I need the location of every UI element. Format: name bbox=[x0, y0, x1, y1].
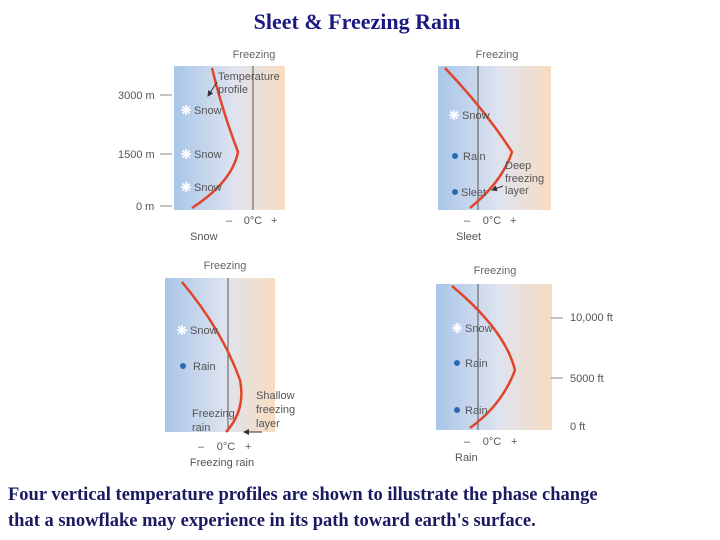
raindrop-icon bbox=[452, 189, 458, 195]
panel-background bbox=[436, 284, 552, 430]
snowflake-icon bbox=[448, 109, 460, 121]
arrow bbox=[207, 81, 218, 97]
freezing-label: Freezing bbox=[204, 260, 247, 272]
snowflake-icon bbox=[451, 322, 463, 334]
annotation: Temperature bbox=[218, 71, 280, 83]
axis-sign: – bbox=[464, 436, 471, 448]
precip-label: Freezing bbox=[192, 408, 235, 420]
axis-sign: – bbox=[226, 215, 233, 227]
altitude-label: 0 ft bbox=[570, 421, 585, 433]
altitude-label: 5000 ft bbox=[570, 373, 604, 385]
freezing-label: Freezing bbox=[474, 265, 517, 277]
arrow bbox=[491, 185, 504, 192]
axis-zero: 0°C bbox=[217, 441, 236, 453]
snowflake-icon bbox=[180, 104, 192, 116]
temperature-profile bbox=[181, 281, 243, 433]
caption: Four vertical temperature profiles are s… bbox=[8, 485, 598, 505]
snowflake-icon bbox=[180, 148, 192, 160]
snowflake-icon bbox=[176, 324, 188, 336]
altitude-label: 1500 m bbox=[118, 149, 155, 161]
panel-name: Freezing rain bbox=[190, 457, 254, 469]
panel-background bbox=[165, 278, 275, 432]
precip-label: Rain bbox=[465, 405, 488, 417]
raindrop-icon bbox=[180, 363, 186, 369]
axis-sign: + bbox=[245, 441, 251, 453]
panel-name: Snow bbox=[190, 231, 218, 243]
temperature-profile bbox=[444, 67, 514, 209]
precip-label: Snow bbox=[462, 110, 490, 122]
panel-freezing-rain: Freezing Snow Rain Freezing rain Shallow… bbox=[165, 260, 295, 469]
axis-zero: 0°C bbox=[244, 215, 263, 227]
precip-label: Snow bbox=[465, 323, 493, 335]
caption: that a snowflake may experience in its p… bbox=[8, 511, 536, 531]
precip-label: Snow bbox=[194, 105, 222, 117]
annotation: Deep bbox=[505, 160, 531, 172]
panel-snow: Freezing 3000 m 1500 m 0 m Temperature p… bbox=[118, 49, 285, 243]
altitude-label: 0 m bbox=[136, 201, 154, 213]
panel-sleet: Freezing Snow Rain Sleet Deep freezing l… bbox=[438, 49, 551, 243]
axis-sign: + bbox=[511, 436, 517, 448]
annotation: Shallow bbox=[256, 390, 295, 402]
panel-rain: Freezing Snow Rain Rain 10,000 ft 5000 f… bbox=[436, 265, 613, 464]
title: Sleet & Freezing Rain bbox=[254, 9, 461, 34]
axis-sign: + bbox=[271, 215, 277, 227]
freezing-label: Freezing bbox=[233, 49, 276, 61]
precip-label: Sleet bbox=[461, 187, 486, 199]
precip-label: Snow bbox=[194, 182, 222, 194]
altitude-label: 10,000 ft bbox=[570, 312, 613, 324]
altitude-label: 3000 m bbox=[118, 90, 155, 102]
freezing-label: Freezing bbox=[476, 49, 519, 61]
raindrop-icon bbox=[454, 407, 460, 413]
panel-name: Sleet bbox=[456, 231, 481, 243]
axis-zero: 0°C bbox=[483, 215, 502, 227]
axis-sign: – bbox=[198, 441, 205, 453]
annotation: layer bbox=[505, 185, 529, 197]
precip-label: Rain bbox=[463, 151, 486, 163]
axis-zero: 0°C bbox=[483, 436, 502, 448]
axis-sign: + bbox=[510, 215, 516, 227]
precip-label: rain bbox=[192, 422, 210, 434]
precip-label: Rain bbox=[465, 358, 488, 370]
annotation: layer bbox=[256, 418, 280, 430]
annotation: freezing bbox=[256, 404, 295, 416]
precip-label: Rain bbox=[193, 361, 216, 373]
annotation: freezing bbox=[505, 173, 544, 185]
axis-sign: – bbox=[464, 215, 471, 227]
panel-name: Rain bbox=[455, 452, 478, 464]
temperature-profile bbox=[191, 67, 240, 210]
precip-label: Snow bbox=[190, 325, 218, 337]
panel-background bbox=[174, 66, 285, 210]
raindrop-icon bbox=[454, 360, 460, 366]
temperature-profile bbox=[451, 285, 517, 430]
precip-label: Snow bbox=[194, 149, 222, 161]
snowflake-icon bbox=[180, 181, 192, 193]
panel-background bbox=[438, 66, 551, 210]
annotation: profile bbox=[218, 84, 248, 96]
raindrop-icon bbox=[452, 153, 458, 159]
